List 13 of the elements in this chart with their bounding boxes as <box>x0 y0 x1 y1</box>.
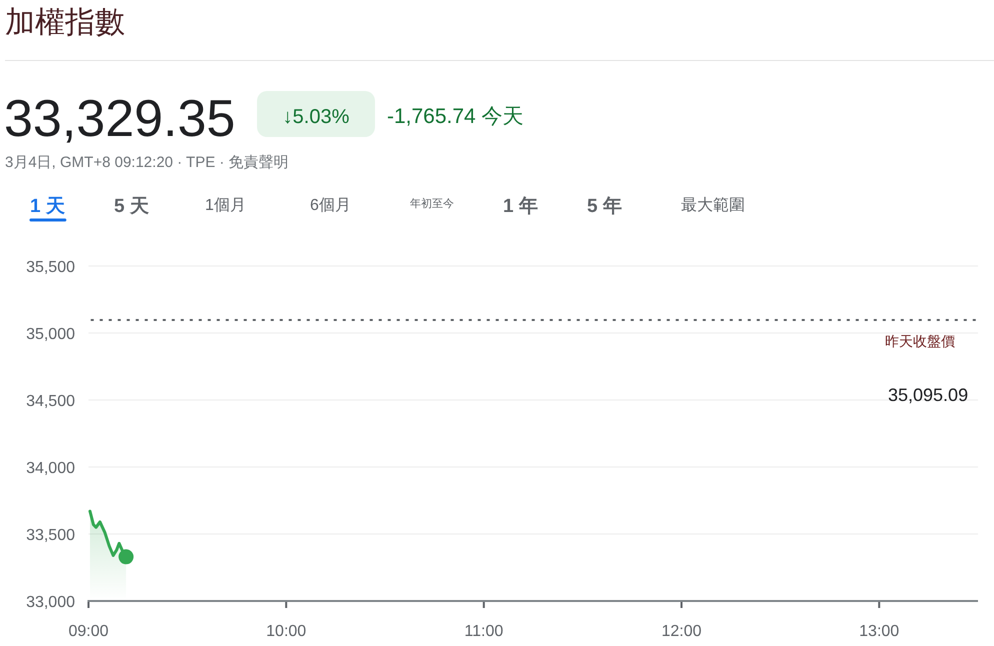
annotation: ↓5.03% <box>282 106 350 128</box>
annotation: 年初至今 <box>410 198 454 210</box>
annotation: 5 天 <box>114 196 149 217</box>
annotation: 1個月 <box>205 197 246 214</box>
annotation: -1,765.74 今天 <box>387 105 524 128</box>
subtitle: 33,329.35 <box>4 90 236 148</box>
annotation: 1 天 <box>30 196 65 217</box>
annotation: 3月4日, GMT+8 09:12:20 · TPE · 免責聲明 <box>5 154 289 171</box>
title: 加權指數 <box>5 6 125 39</box>
annotation: 1 年 <box>503 196 538 217</box>
annotation: 5 年 <box>587 196 622 217</box>
annotation: 6個月 <box>310 197 351 214</box>
annotation: 最大範圍 <box>681 197 745 214</box>
